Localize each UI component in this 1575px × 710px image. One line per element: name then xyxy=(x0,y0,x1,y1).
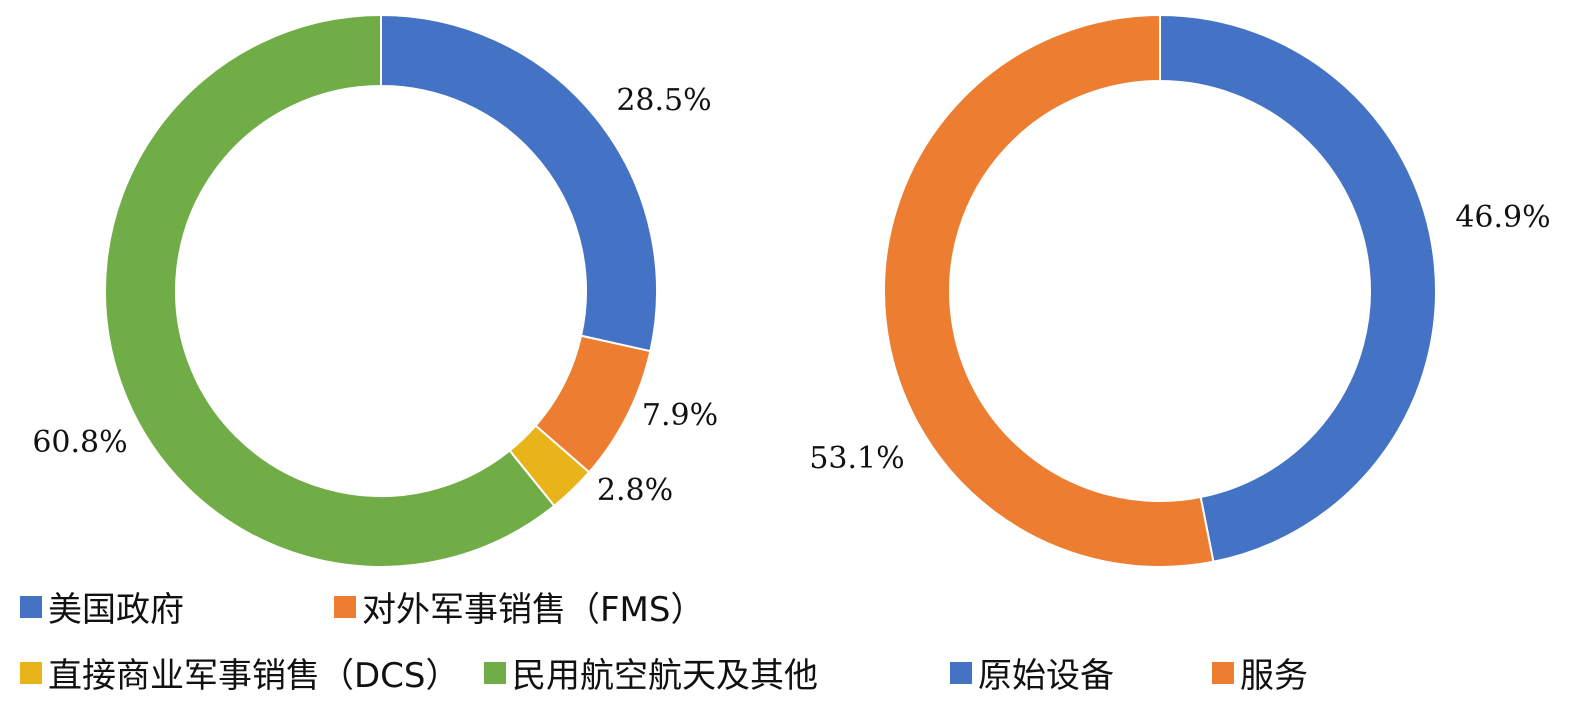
data-label-us-government: 28.5% xyxy=(616,83,711,118)
slice-us-government xyxy=(380,13,658,353)
data-label-dcs: 2.8% xyxy=(597,473,673,508)
slice-services xyxy=(883,13,1215,568)
donut-chart-revenue-by-customer: 28.5% 7.9% 2.8% 60.8% xyxy=(32,13,718,568)
data-label-civil-aerospace: 60.8% xyxy=(32,425,127,460)
data-label-services: 53.1% xyxy=(809,441,904,476)
data-label-original-equipment: 46.9% xyxy=(1455,200,1550,235)
slice-civil-aerospace xyxy=(104,13,556,568)
donut-chart-revenue-by-type: 46.9% 53.1% xyxy=(809,13,1551,568)
data-label-fms: 7.9% xyxy=(642,398,718,433)
slice-original-equipment xyxy=(1159,13,1437,563)
